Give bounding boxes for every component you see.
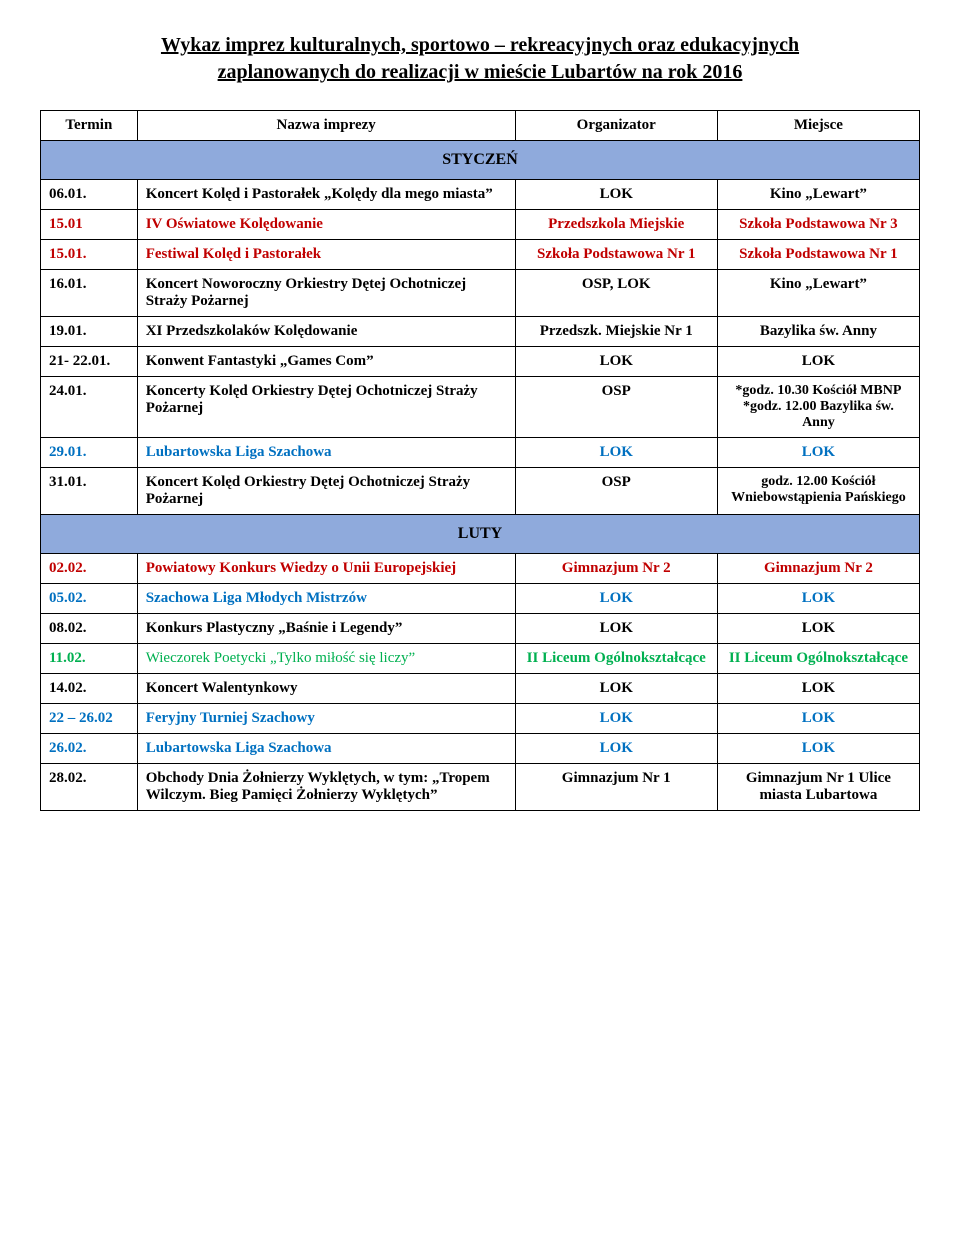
- place-cell: LOK: [717, 584, 919, 614]
- table-row: 02.02.Powiatowy Konkurs Wiedzy o Unii Eu…: [41, 554, 920, 584]
- table-row: 05.02.Szachowa Liga Młodych MistrzówLOKL…: [41, 584, 920, 614]
- month-row-february: LUTY: [41, 515, 920, 554]
- title-line-2: zaplanowanych do realizacji w mieście Lu…: [218, 61, 743, 83]
- org-cell: Gimnazjum Nr 2: [515, 554, 717, 584]
- name-cell: Wieczorek Poetycki „Tylko miłość się lic…: [137, 644, 515, 674]
- table-row: 15.01IV Oświatowe KolędowaniePrzedszkola…: [41, 210, 920, 240]
- org-cell: LOK: [515, 438, 717, 468]
- table-row: 11.02.Wieczorek Poetycki „Tylko miłość s…: [41, 644, 920, 674]
- name-cell: Lubartowska Liga Szachowa: [137, 438, 515, 468]
- place-cell: Szkoła Podstawowa Nr 1: [717, 240, 919, 270]
- place-cell: LOK: [717, 674, 919, 704]
- date-cell: 05.02.: [41, 584, 138, 614]
- table-row: 31.01.Koncert Kolęd Orkiestry Dętej Ocho…: [41, 468, 920, 515]
- month-row-january: STYCZEŃ: [41, 141, 920, 180]
- table-row: 24.01.Koncerty Kolęd Orkiestry Dętej Och…: [41, 377, 920, 438]
- table-row: 29.01.Lubartowska Liga SzachowaLOKLOK: [41, 438, 920, 468]
- date-cell: 11.02.: [41, 644, 138, 674]
- date-cell: 22 – 26.02: [41, 704, 138, 734]
- col-header-place: Miejsce: [717, 111, 919, 141]
- place-cell: LOK: [717, 704, 919, 734]
- place-cell: Gimnazjum Nr 1 Ulice miasta Lubartowa: [717, 764, 919, 811]
- place-cell: Gimnazjum Nr 2: [717, 554, 919, 584]
- place-cell: LOK: [717, 734, 919, 764]
- date-cell: 14.02.: [41, 674, 138, 704]
- table-row: 14.02.Koncert WalentynkowyLOKLOK: [41, 674, 920, 704]
- org-cell: Przedszkola Miejskie: [515, 210, 717, 240]
- org-cell: LOK: [515, 704, 717, 734]
- place-cell: godz. 12.00 Kościół Wniebowstąpienia Pań…: [717, 468, 919, 515]
- place-cell: *godz. 10.30 Kościół MBNP*godz. 12.00 Ba…: [717, 377, 919, 438]
- place-cell: II Liceum Ogólnokształcące: [717, 644, 919, 674]
- col-header-org: Organizator: [515, 111, 717, 141]
- date-cell: 21- 22.01.: [41, 347, 138, 377]
- org-cell: LOK: [515, 584, 717, 614]
- place-cell: Szkoła Podstawowa Nr 3: [717, 210, 919, 240]
- org-cell: LOK: [515, 347, 717, 377]
- org-cell: OSP: [515, 377, 717, 438]
- name-cell: XI Przedszkolaków Kolędowanie: [137, 317, 515, 347]
- date-cell: 26.02.: [41, 734, 138, 764]
- table-row: 06.01.Koncert Kolęd i Pastorałek „Kolędy…: [41, 180, 920, 210]
- org-cell: II Liceum Ogólnokształcące: [515, 644, 717, 674]
- name-cell: Koncert Kolęd i Pastorałek „Kolędy dla m…: [137, 180, 515, 210]
- name-cell: Lubartowska Liga Szachowa: [137, 734, 515, 764]
- name-cell: Powiatowy Konkurs Wiedzy o Unii Europejs…: [137, 554, 515, 584]
- org-cell: OSP: [515, 468, 717, 515]
- org-cell: LOK: [515, 674, 717, 704]
- org-cell: Szkoła Podstawowa Nr 1: [515, 240, 717, 270]
- date-cell: 08.02.: [41, 614, 138, 644]
- place-cell: LOK: [717, 438, 919, 468]
- table-row: 15.01.Festiwal Kolęd i PastorałekSzkoła …: [41, 240, 920, 270]
- col-header-name: Nazwa imprezy: [137, 111, 515, 141]
- name-cell: Koncert Walentynkowy: [137, 674, 515, 704]
- place-cell: LOK: [717, 347, 919, 377]
- date-cell: 31.01.: [41, 468, 138, 515]
- name-cell: Szachowa Liga Młodych Mistrzów: [137, 584, 515, 614]
- org-cell: LOK: [515, 734, 717, 764]
- table-row: 08.02.Konkurs Plastyczny „Baśnie i Legen…: [41, 614, 920, 644]
- name-cell: Koncert Kolęd Orkiestry Dętej Ochotnicze…: [137, 468, 515, 515]
- table-row: 19.01.XI Przedszkolaków KolędowaniePrzed…: [41, 317, 920, 347]
- table-row: 22 – 26.02Feryjny Turniej SzachowyLOKLOK: [41, 704, 920, 734]
- date-cell: 16.01.: [41, 270, 138, 317]
- place-cell: LOK: [717, 614, 919, 644]
- org-cell: LOK: [515, 180, 717, 210]
- name-cell: Koncert Noworoczny Orkiestry Dętej Ochot…: [137, 270, 515, 317]
- org-cell: LOK: [515, 614, 717, 644]
- events-table: Termin Nazwa imprezy Organizator Miejsce…: [40, 110, 920, 811]
- date-cell: 28.02.: [41, 764, 138, 811]
- name-cell: Konkurs Plastyczny „Baśnie i Legendy”: [137, 614, 515, 644]
- org-cell: Przedszk. Miejskie Nr 1: [515, 317, 717, 347]
- place-cell: Bazylika św. Anny: [717, 317, 919, 347]
- place-cell: Kino „Lewart”: [717, 180, 919, 210]
- table-row: 26.02.Lubartowska Liga SzachowaLOKLOK: [41, 734, 920, 764]
- title-line-1: Wykaz imprez kulturalnych, sportowo – re…: [161, 34, 799, 56]
- table-row: 16.01.Koncert Noworoczny Orkiestry Dętej…: [41, 270, 920, 317]
- org-cell: OSP, LOK: [515, 270, 717, 317]
- date-cell: 02.02.: [41, 554, 138, 584]
- date-cell: 29.01.: [41, 438, 138, 468]
- name-cell: Festiwal Kolęd i Pastorałek: [137, 240, 515, 270]
- date-cell: 19.01.: [41, 317, 138, 347]
- date-cell: 06.01.: [41, 180, 138, 210]
- col-header-date: Termin: [41, 111, 138, 141]
- month-label-january: STYCZEŃ: [41, 141, 920, 180]
- page-title: Wykaz imprez kulturalnych, sportowo – re…: [40, 32, 920, 86]
- date-cell: 15.01: [41, 210, 138, 240]
- name-cell: Konwent Fantastyki „Games Com”: [137, 347, 515, 377]
- place-cell: Kino „Lewart”: [717, 270, 919, 317]
- table-header-row: Termin Nazwa imprezy Organizator Miejsce: [41, 111, 920, 141]
- month-label-february: LUTY: [41, 515, 920, 554]
- name-cell: Koncerty Kolęd Orkiestry Dętej Ochotnicz…: [137, 377, 515, 438]
- name-cell: Obchody Dnia Żołnierzy Wyklętych, w tym:…: [137, 764, 515, 811]
- date-cell: 15.01.: [41, 240, 138, 270]
- org-cell: Gimnazjum Nr 1: [515, 764, 717, 811]
- name-cell: IV Oświatowe Kolędowanie: [137, 210, 515, 240]
- date-cell: 24.01.: [41, 377, 138, 438]
- table-row: 28.02.Obchody Dnia Żołnierzy Wyklętych, …: [41, 764, 920, 811]
- table-row: 21- 22.01.Konwent Fantastyki „Games Com”…: [41, 347, 920, 377]
- name-cell: Feryjny Turniej Szachowy: [137, 704, 515, 734]
